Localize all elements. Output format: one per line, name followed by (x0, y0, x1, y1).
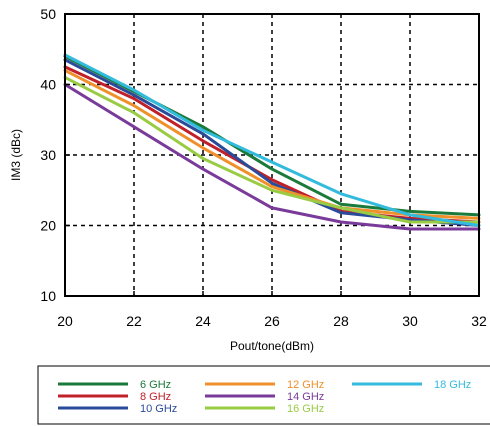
x-tick-label: 28 (333, 313, 349, 329)
series-line (63, 53, 481, 227)
x-axis-ticks: 20 22 24 26 28 30 32 (57, 291, 487, 329)
y-axis-label: IM3 (dBc) (9, 129, 23, 181)
y-tick-label: 30 (40, 147, 56, 163)
x-axis-label: Pout/tone(dBm) (230, 339, 314, 353)
legend-entry: 12 GHz (287, 379, 324, 391)
legend-entry: 6 GHz (140, 379, 171, 391)
series-line (63, 83, 481, 231)
x-tick-label: 24 (195, 313, 211, 329)
legend-entry: 14 GHz (287, 391, 324, 403)
x-tick-label: 22 (126, 313, 142, 329)
y-tick-label: 20 (40, 218, 56, 234)
series-lines (63, 53, 481, 231)
x-tick-label: 32 (471, 313, 487, 329)
grid (65, 14, 479, 296)
legend-entry: 18 GHz (434, 379, 471, 391)
x-tick-label: 30 (402, 313, 418, 329)
y-tick-label: 40 (40, 77, 56, 93)
x-tick-label: 20 (57, 313, 73, 329)
y-axis-ticks: 10 20 30 40 50 (40, 6, 70, 304)
y-tick-label: 50 (40, 6, 56, 22)
legend-box (37, 365, 490, 425)
series-line (63, 58, 481, 227)
series-line (63, 75, 481, 224)
x-tick-label: 26 (264, 313, 280, 329)
legend-entry: 16 GHz (287, 403, 324, 415)
legend-entry: 10 GHz (140, 403, 177, 415)
legend-entry: 8 GHz (140, 391, 171, 403)
y-tick-label: 10 (40, 288, 56, 304)
